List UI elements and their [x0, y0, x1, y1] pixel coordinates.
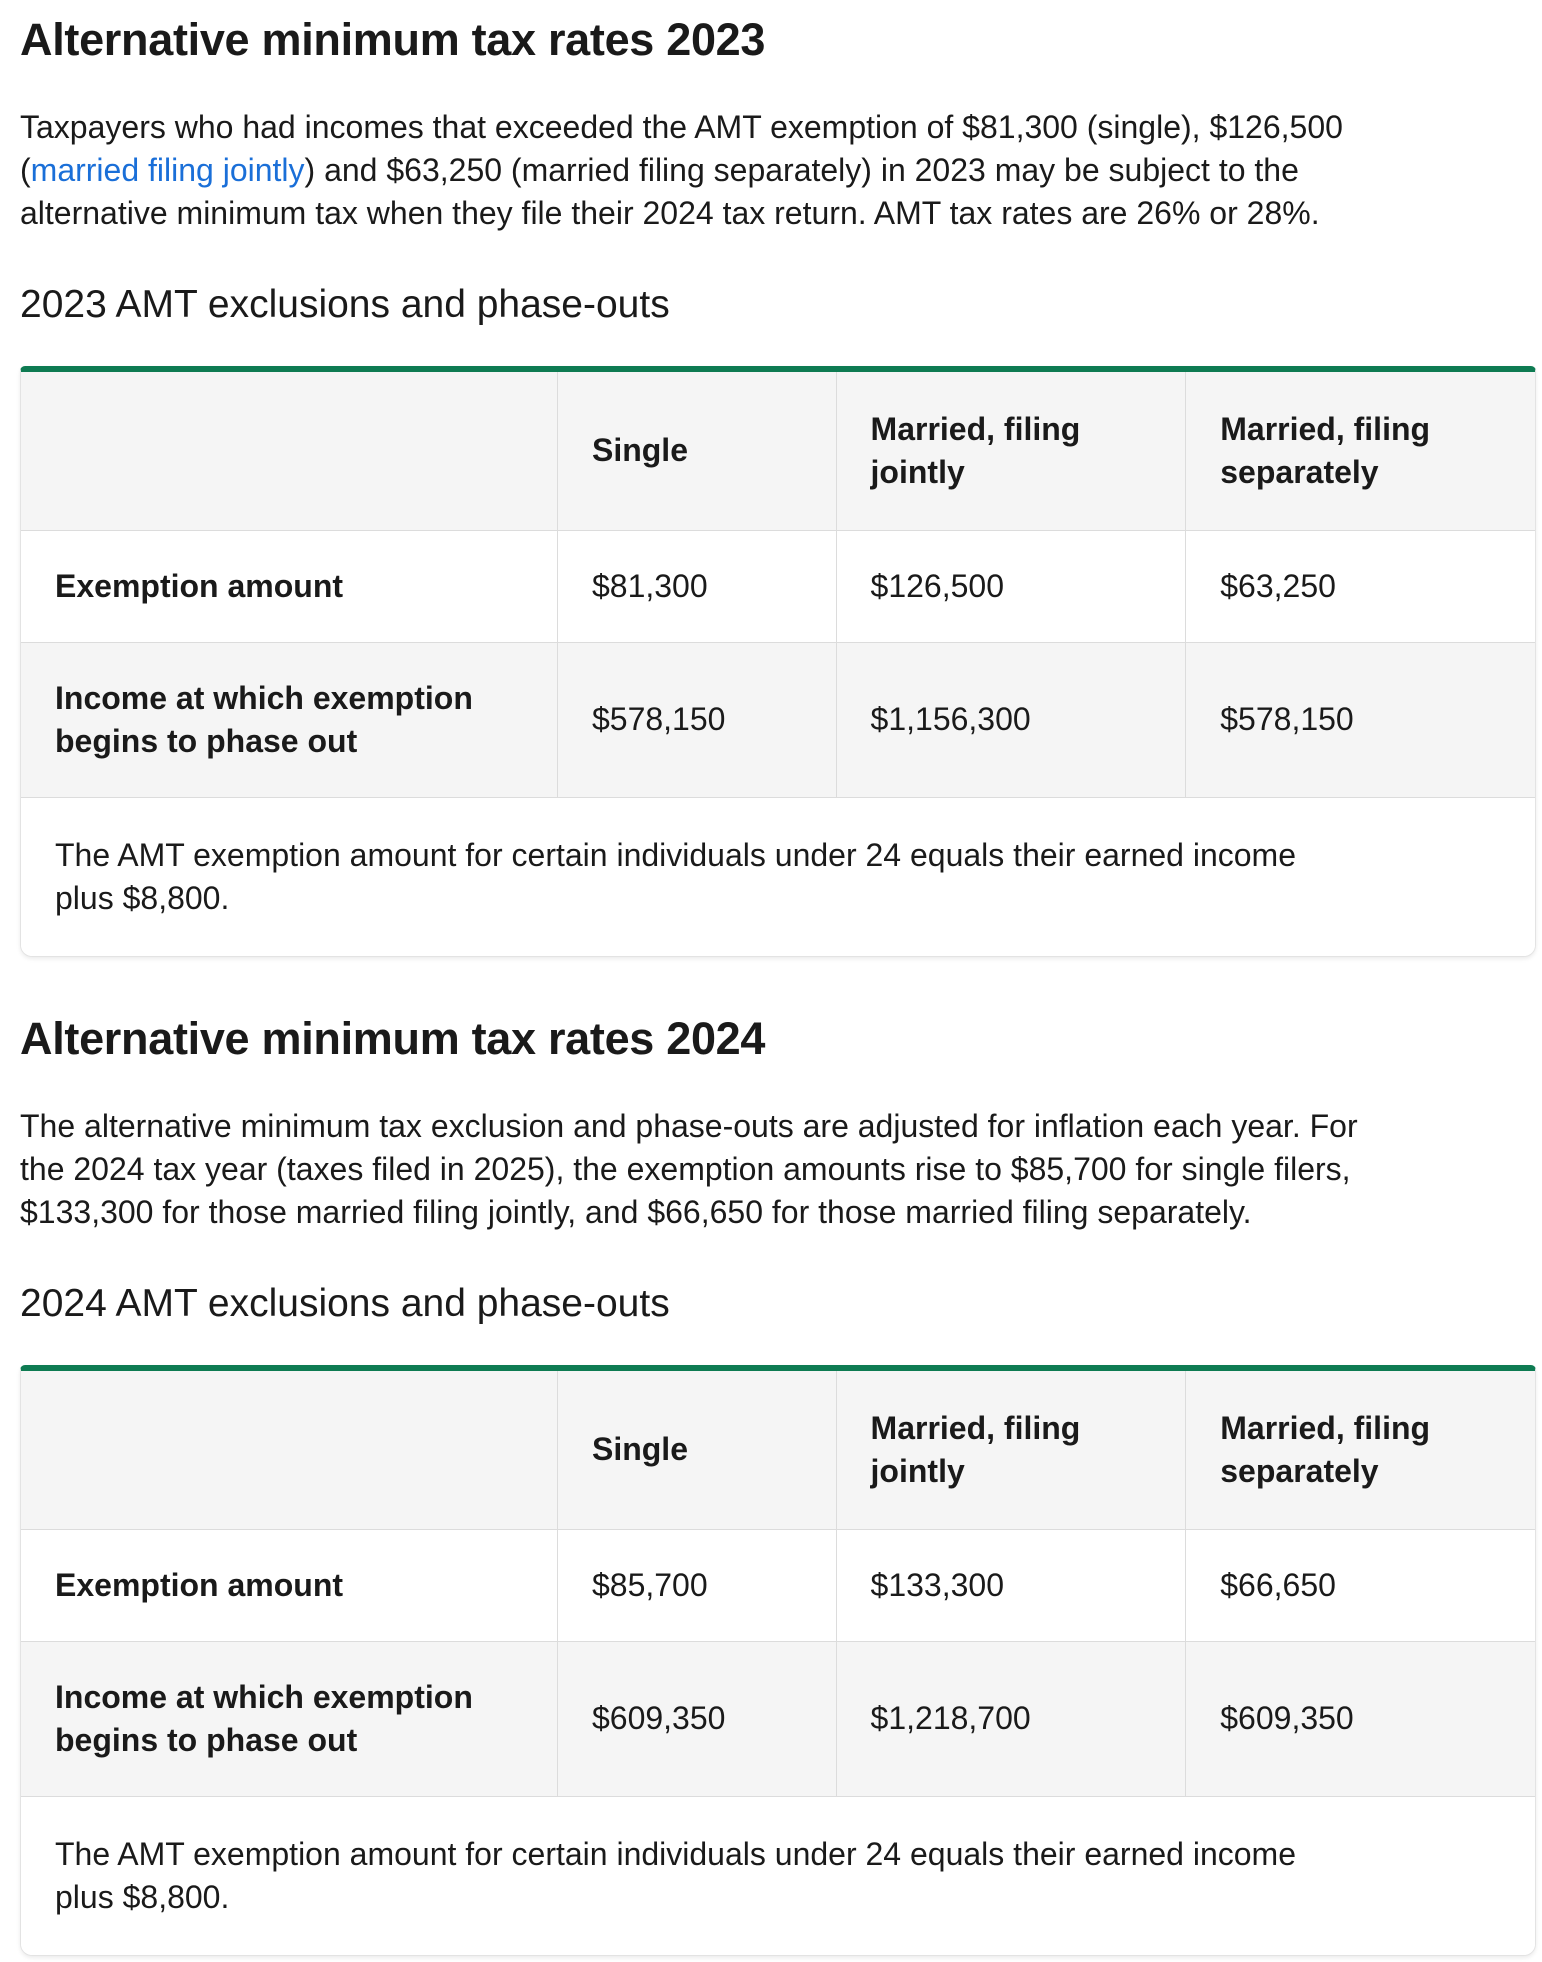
table-2023-header-married-jointly: Married, filing jointly — [835, 371, 1186, 530]
table-2023-header-married-separately: Married, filing separately — [1185, 371, 1535, 530]
table-2023-header-single: Single — [556, 371, 836, 530]
intro-paragraph-2024: The alternative minimum tax exclusion an… — [20, 1105, 1536, 1234]
intro-2024-line-3: $133,300 for those married filing jointl… — [20, 1191, 1536, 1234]
intro-2023-line-2: (married filing jointly) and $63,250 (ma… — [20, 149, 1536, 192]
footnote-2023-line-1: The AMT exemption amount for certain ind… — [55, 836, 1296, 873]
intro-paragraph-2023: Taxpayers who had incomes that exceeded … — [20, 106, 1536, 235]
table-footnote-2023: The AMT exemption amount for certain ind… — [21, 796, 1535, 956]
table-2024-header-married-jointly: Married, filing jointly — [835, 1370, 1186, 1529]
table-row-phase-out-2023: Income at which exemption begins to phas… — [21, 641, 1535, 797]
row-label-phase-out-2023: Income at which exemption begins to phas… — [21, 641, 557, 797]
cell-2024-phase-out-married-separately: $609,350 — [1185, 1640, 1535, 1796]
row-label-exemption-amount-2024: Exemption amount — [21, 1528, 557, 1641]
intro-2023-line-3: alternative minimum tax when they file t… — [20, 192, 1536, 235]
footnote-2023-line-2: plus $8,800. — [55, 879, 230, 916]
cell-2024-phase-out-married-jointly: $1,218,700 — [835, 1640, 1186, 1796]
intro-2023-line-1-text: Taxpayers who had incomes that exceeded … — [20, 108, 1343, 145]
cell-2024-exemption-single: $85,700 — [556, 1528, 836, 1641]
intro-2024-line-3-text: $133,300 for those married filing jointl… — [20, 1193, 1252, 1230]
footnote-2024-line-2: plus $8,800. — [55, 1878, 230, 1915]
table-2023-header-row: Single Married, filing jointly Married, … — [21, 371, 1535, 530]
section-heading-2023: 2023 AMT exclusions and phase-outs — [20, 282, 670, 326]
amt-table-2023: Single Married, filing jointly Married, … — [20, 365, 1536, 957]
amt-table-2024: Single Married, filing jointly Married, … — [20, 1364, 1536, 1956]
footnote-2024-line-1: The AMT exemption amount for certain ind… — [55, 1835, 1296, 1872]
page-title-2023: Alternative minimum tax rates 2023 — [20, 14, 766, 65]
intro-2023-line-2-pre: ( — [20, 151, 31, 188]
cell-2024-exemption-married-jointly: $133,300 — [835, 1528, 1186, 1641]
table-row-exemption-amount-2023: Exemption amount $81,300 $126,500 $63,25… — [21, 529, 1535, 642]
intro-2024-line-2: the 2024 tax year (taxes filed in 2025),… — [20, 1148, 1536, 1191]
cell-2024-exemption-married-separately: $66,650 — [1185, 1528, 1535, 1641]
intro-2023-line-3-text: alternative minimum tax when they file t… — [20, 194, 1320, 231]
table-2024-header-single: Single — [556, 1370, 836, 1529]
table-2024-header-empty — [21, 1370, 557, 1529]
cell-2024-phase-out-single: $609,350 — [556, 1640, 836, 1796]
cell-2023-phase-out-single: $578,150 — [556, 641, 836, 797]
cell-2023-phase-out-married-jointly: $1,156,300 — [835, 641, 1186, 797]
row-label-exemption-amount-2023: Exemption amount — [21, 529, 557, 642]
table-row-exemption-amount-2024: Exemption amount $85,700 $133,300 $66,65… — [21, 1528, 1535, 1641]
section-heading-2024: 2024 AMT exclusions and phase-outs — [20, 1281, 670, 1325]
intro-2023-line-1: Taxpayers who had incomes that exceeded … — [20, 106, 1536, 149]
cell-2023-phase-out-married-separately: $578,150 — [1185, 641, 1535, 797]
table-footnote-row-2023: The AMT exemption amount for certain ind… — [21, 796, 1535, 956]
intro-2024-line-1-text: The alternative minimum tax exclusion an… — [20, 1107, 1358, 1144]
intro-2024-line-2-text: the 2024 tax year (taxes filed in 2025),… — [20, 1150, 1351, 1187]
intro-2023-line-2-post: ) and $63,250 (married filing separately… — [304, 151, 1299, 188]
cell-2023-exemption-married-separately: $63,250 — [1185, 529, 1535, 642]
table-2023-header-empty — [21, 371, 557, 530]
row-label-phase-out-2024: Income at which exemption begins to phas… — [21, 1640, 557, 1796]
table-row-phase-out-2024: Income at which exemption begins to phas… — [21, 1640, 1535, 1796]
intro-2024-line-1: The alternative minimum tax exclusion an… — [20, 1105, 1536, 1148]
cell-2023-exemption-married-jointly: $126,500 — [835, 529, 1186, 642]
table-2024-header-married-separately: Married, filing separately — [1185, 1370, 1535, 1529]
table-footnote-2024: The AMT exemption amount for certain ind… — [21, 1795, 1535, 1955]
married-filing-jointly-link[interactable]: married filing jointly — [30, 151, 305, 188]
page-title-2024: Alternative minimum tax rates 2024 — [20, 1012, 766, 1064]
table-footnote-row-2024: The AMT exemption amount for certain ind… — [21, 1795, 1535, 1955]
table-2024-header-row: Single Married, filing jointly Married, … — [21, 1370, 1535, 1529]
cell-2023-exemption-single: $81,300 — [556, 529, 836, 642]
